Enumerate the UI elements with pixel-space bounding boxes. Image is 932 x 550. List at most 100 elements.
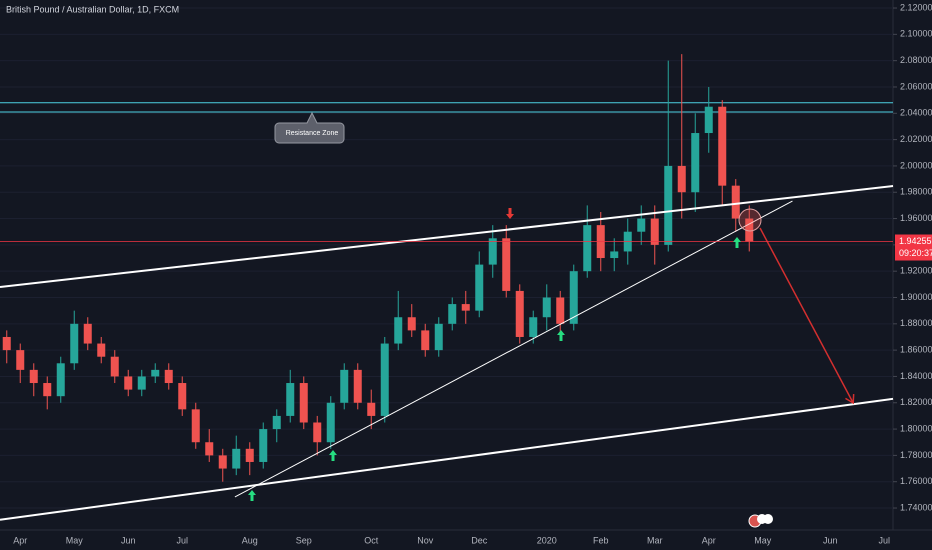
candle-body: [529, 317, 538, 337]
candle-body: [259, 429, 268, 462]
candle-body: [313, 422, 322, 443]
candle-body: [83, 323, 92, 344]
candle-body: [191, 409, 200, 443]
candle-body: [569, 271, 578, 324]
candle-body: [475, 264, 484, 311]
arrow-head: [845, 393, 855, 405]
y-tick-label: 2.12000: [900, 2, 932, 12]
y-tick-label: 2.02000: [900, 134, 932, 144]
candle-body: [2, 336, 11, 351]
candle-body: [515, 290, 524, 337]
y-tick-label: 1.90000: [900, 292, 932, 302]
x-tick-label: Oct: [364, 535, 379, 545]
candle-body: [56, 363, 65, 397]
trend-line: [0, 397, 894, 521]
candle-body: [434, 323, 443, 351]
y-tick-label: 1.98000: [900, 187, 932, 197]
y-tick-label: 1.96000: [900, 213, 932, 223]
annotation: Resistance Zone: [286, 130, 339, 137]
candle-body: [29, 369, 38, 384]
candle-body: [137, 376, 146, 390]
candle-body: [380, 343, 389, 416]
candle-body: [650, 218, 659, 245]
y-tick-label: 2.06000: [900, 81, 932, 91]
candle-body: [340, 369, 349, 403]
event-icons: [748, 514, 773, 528]
candle-body: [16, 350, 25, 370]
candle-body: [110, 356, 119, 377]
candle-body: [704, 106, 713, 134]
candle-body: [637, 218, 646, 232]
candle-body: [205, 442, 214, 456]
candle-body: [407, 317, 416, 331]
y-tick-label: 1.84000: [900, 371, 932, 381]
signal-arrows: [248, 208, 741, 501]
y-tick-label: 2.04000: [900, 108, 932, 118]
candle-body: [731, 185, 740, 219]
highlight-circle: [738, 208, 762, 232]
countdown: 09:20:37: [899, 248, 932, 258]
x-tick-label: Nov: [417, 535, 434, 545]
y-tick-label: 2.08000: [900, 55, 932, 65]
x-tick-label: Jun: [121, 535, 136, 545]
candle-body: [394, 317, 403, 344]
candle-body: [448, 304, 457, 324]
last-price-label: 1.94255: [899, 236, 932, 246]
y-tick-label: 1.92000: [900, 266, 932, 276]
candle-body: [556, 297, 565, 324]
trend-line: [0, 185, 894, 288]
candle-body: [502, 238, 511, 291]
x-tick-label: Dec: [471, 535, 488, 545]
candle-body: [97, 343, 106, 357]
y-tick-label: 1.82000: [900, 397, 932, 407]
x-tick-label: Jun: [823, 535, 838, 545]
candle-body: [43, 383, 52, 397]
candle-body: [218, 455, 227, 469]
candle-body: [272, 415, 281, 430]
candle-body: [488, 238, 497, 265]
candle-body: [542, 297, 551, 318]
candle-body: [164, 369, 173, 384]
x-tick-label: May: [754, 535, 772, 545]
candle-body: [745, 218, 754, 242]
x-tick-label: 2020: [537, 535, 557, 545]
x-tick-label: May: [66, 535, 84, 545]
candle-body: [677, 165, 686, 193]
candle-body: [691, 133, 700, 193]
x-tick-label: Apr: [13, 535, 27, 545]
y-tick-label: 1.86000: [900, 345, 932, 355]
candle-body: [664, 165, 673, 245]
candle-body: [299, 383, 308, 423]
x-tick-label: Jul: [878, 535, 890, 545]
candle-body: [232, 448, 241, 469]
x-tick-label: Feb: [593, 535, 609, 545]
x-tick-label: Apr: [702, 535, 716, 545]
x-tick-label: Jul: [176, 535, 188, 545]
resistance-callout: Resistance Zone: [274, 111, 345, 144]
candle-body: [353, 369, 362, 403]
candle-body: [718, 106, 727, 186]
candle-body: [124, 376, 133, 390]
candle-body: [286, 383, 295, 416]
trend-line: [234, 200, 793, 498]
candle-body: [367, 402, 376, 416]
candle-body: [151, 369, 160, 377]
y-tick-label: 1.78000: [900, 450, 932, 460]
trend-line: [759, 227, 854, 404]
y-tick-label: 1.76000: [900, 476, 932, 486]
y-tick-label: 1.88000: [900, 318, 932, 328]
y-tick-label: 2.00000: [900, 160, 932, 170]
candle-body: [326, 402, 335, 443]
last-price-box: [895, 234, 932, 261]
x-tick-label: Aug: [242, 535, 258, 545]
candle-body: [421, 330, 430, 351]
x-tick-label: Mar: [647, 535, 663, 545]
candle-body: [178, 383, 187, 410]
y-tick-label: 1.80000: [900, 423, 932, 433]
candle-body: [610, 251, 619, 259]
candle-body: [70, 323, 79, 364]
